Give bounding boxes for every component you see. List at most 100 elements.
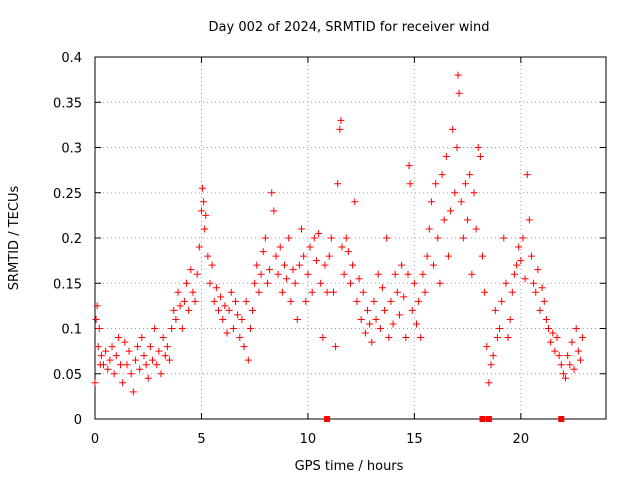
- data-point: [255, 288, 263, 296]
- data-point: [153, 361, 161, 369]
- data-point: [268, 189, 276, 197]
- data-point: [172, 315, 180, 323]
- data-point: [199, 184, 207, 192]
- x-axis-label: GPS time / hours: [295, 459, 404, 474]
- y-tick-label: 0.1: [61, 323, 82, 338]
- data-point: [538, 284, 546, 292]
- data-point: [259, 248, 267, 256]
- data-point: [555, 352, 563, 360]
- y-tick-label: 0.4: [61, 51, 82, 66]
- data-point: [389, 320, 397, 328]
- data-point: [106, 356, 114, 364]
- data-point: [415, 297, 423, 305]
- data-point: [393, 288, 401, 296]
- data-point: [515, 243, 523, 251]
- data-point: [276, 243, 284, 251]
- data-point: [570, 365, 578, 373]
- data-point: [319, 334, 327, 342]
- data-point: [506, 315, 514, 323]
- data-point: [227, 288, 235, 296]
- data-point: [287, 297, 295, 305]
- data-point: [306, 243, 314, 251]
- baseline-marker: [324, 416, 331, 422]
- x-tick-label: 5: [197, 432, 205, 447]
- data-point: [272, 252, 280, 260]
- baseline-marker: [479, 416, 486, 422]
- data-point: [234, 311, 242, 319]
- x-tick-label: 10: [300, 432, 317, 447]
- data-point: [568, 338, 576, 346]
- data-point: [308, 288, 316, 296]
- data-point: [487, 361, 495, 369]
- data-point: [447, 207, 455, 215]
- data-point: [406, 180, 414, 188]
- data-point: [521, 275, 529, 283]
- data-point: [504, 334, 512, 342]
- data-point: [479, 252, 487, 260]
- data-point: [104, 365, 112, 373]
- data-point: [95, 325, 103, 332]
- data-point: [349, 261, 357, 269]
- baseline-marker: [485, 416, 492, 422]
- data-point: [334, 180, 342, 188]
- data-point: [410, 279, 418, 287]
- y-axis-label: SRMTID / TECUs: [7, 186, 22, 291]
- data-point: [545, 325, 553, 332]
- data-point: [270, 207, 278, 215]
- data-point: [385, 334, 393, 342]
- data-point: [532, 288, 540, 296]
- data-point: [242, 297, 250, 305]
- data-point: [432, 180, 440, 188]
- data-point: [244, 356, 252, 364]
- data-point: [136, 365, 144, 373]
- data-point: [202, 211, 210, 219]
- data-point: [102, 347, 110, 355]
- data-point: [436, 279, 444, 287]
- data-point: [489, 352, 497, 360]
- data-point: [430, 261, 438, 269]
- y-tick-label: 0: [74, 413, 82, 428]
- data-point: [161, 352, 169, 360]
- data-point: [100, 361, 108, 369]
- data-point: [112, 352, 120, 360]
- data-point: [383, 234, 391, 242]
- data-point: [496, 325, 504, 332]
- data-point: [278, 288, 286, 296]
- data-point: [395, 311, 403, 319]
- data-point: [219, 315, 227, 323]
- data-point: [246, 325, 254, 332]
- data-point: [405, 162, 413, 170]
- data-point: [374, 270, 382, 278]
- data-point: [329, 288, 337, 296]
- data-point: [336, 125, 344, 133]
- data-point: [293, 315, 301, 323]
- data-point: [201, 225, 209, 233]
- data-point: [530, 279, 538, 287]
- data-point: [304, 270, 312, 278]
- data-point: [381, 306, 389, 314]
- data-point: [337, 116, 345, 124]
- data-point: [146, 343, 154, 351]
- data-point: [453, 144, 461, 151]
- data-point: [191, 297, 199, 305]
- data-point: [527, 252, 535, 260]
- data-point: [155, 347, 163, 355]
- data-point: [444, 252, 452, 260]
- data-point: [140, 352, 148, 360]
- data-point: [525, 216, 533, 224]
- data-point: [117, 361, 125, 369]
- data-point: [108, 343, 116, 351]
- data-point: [110, 370, 118, 378]
- data-point: [364, 306, 372, 314]
- data-point: [562, 374, 570, 382]
- data-point: [542, 315, 550, 323]
- data-point: [144, 374, 152, 382]
- data-point: [138, 334, 146, 342]
- data-point: [513, 261, 521, 269]
- data-point: [579, 334, 587, 342]
- data-point: [163, 343, 171, 351]
- data-point: [206, 279, 214, 287]
- data-point: [347, 279, 354, 287]
- data-point: [229, 325, 237, 332]
